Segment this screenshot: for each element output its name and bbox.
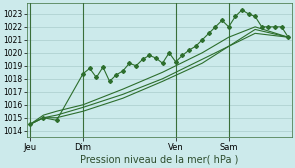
X-axis label: Pression niveau de la mer( hPa ): Pression niveau de la mer( hPa ) [80, 155, 238, 164]
